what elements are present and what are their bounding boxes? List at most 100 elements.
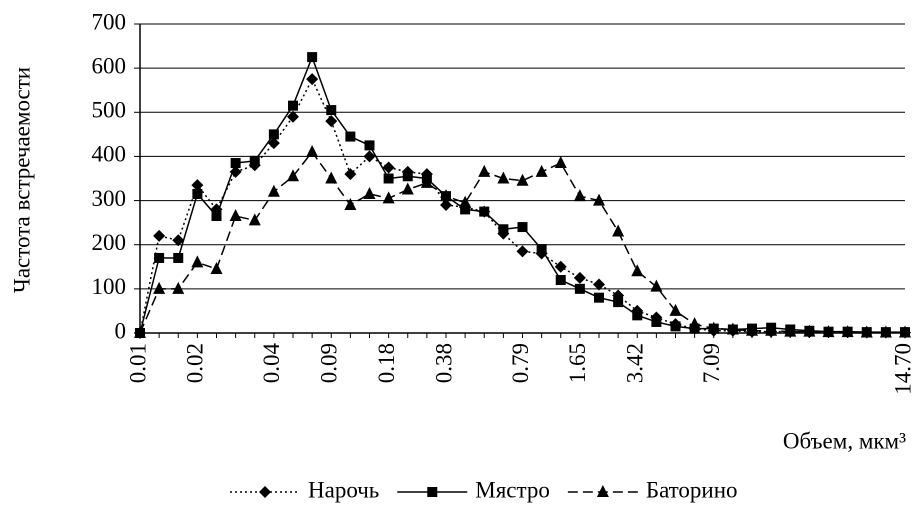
y-tick-label: 100 xyxy=(92,274,127,299)
marker xyxy=(879,325,892,338)
marker xyxy=(460,204,471,215)
y-tick-label: 700 xyxy=(92,9,127,34)
marker xyxy=(287,169,299,182)
marker xyxy=(134,326,146,338)
marker xyxy=(670,321,681,332)
marker xyxy=(574,283,585,294)
marker xyxy=(632,310,643,321)
marker xyxy=(268,129,279,140)
marker xyxy=(382,161,395,174)
x-tick-label: 0.79 xyxy=(508,343,533,383)
marker xyxy=(497,171,510,184)
marker xyxy=(229,165,242,178)
x-tick-label: 3.42 xyxy=(623,343,648,383)
marker xyxy=(230,158,241,169)
marker xyxy=(306,145,319,158)
marker xyxy=(210,261,223,274)
marker xyxy=(267,137,280,150)
marker xyxy=(631,264,644,277)
marker xyxy=(440,198,452,211)
marker xyxy=(363,150,376,163)
y-tick-label: 600 xyxy=(92,53,127,78)
series-line xyxy=(139,150,905,334)
marker xyxy=(192,188,203,199)
marker xyxy=(420,175,433,188)
x-tick-label: 0.04 xyxy=(259,343,284,384)
marker xyxy=(841,325,854,338)
legend-label: Мястро xyxy=(475,477,550,502)
marker xyxy=(479,206,490,217)
marker xyxy=(249,155,260,166)
marker xyxy=(596,485,609,497)
marker xyxy=(173,252,184,263)
series-line xyxy=(139,77,905,334)
marker xyxy=(153,281,166,294)
marker xyxy=(554,260,567,273)
marker xyxy=(364,140,375,151)
marker xyxy=(594,292,604,303)
marker xyxy=(613,297,624,308)
marker xyxy=(307,52,318,63)
marker xyxy=(593,278,605,291)
marker xyxy=(172,234,185,247)
marker xyxy=(746,323,758,336)
marker xyxy=(516,173,529,186)
marker xyxy=(765,323,778,336)
marker xyxy=(288,100,298,111)
x-tick-label: 0.01 xyxy=(125,343,150,383)
marker xyxy=(363,186,376,199)
x-tick-label: 7.09 xyxy=(699,343,724,383)
x-tick-label: 1.65 xyxy=(565,343,590,383)
marker xyxy=(191,179,204,192)
marker xyxy=(153,229,166,242)
marker xyxy=(555,275,566,286)
marker xyxy=(707,321,720,334)
marker xyxy=(154,252,165,263)
marker xyxy=(306,73,319,86)
marker xyxy=(344,168,357,181)
series-line xyxy=(139,54,905,334)
marker xyxy=(669,303,682,316)
marker xyxy=(326,105,337,116)
legend-label: Баторино xyxy=(646,477,738,502)
marker xyxy=(498,224,509,235)
marker xyxy=(427,487,438,497)
marker xyxy=(784,324,797,337)
marker xyxy=(651,316,662,327)
marker xyxy=(573,189,586,202)
marker xyxy=(593,193,605,206)
y-tick-label: 500 xyxy=(92,98,127,123)
marker xyxy=(267,184,280,197)
marker xyxy=(172,281,185,294)
marker xyxy=(287,110,299,123)
marker xyxy=(191,255,204,268)
marker xyxy=(536,244,547,255)
marker xyxy=(803,324,816,337)
marker xyxy=(517,222,528,233)
x-tick-label: 0.38 xyxy=(431,343,456,383)
marker xyxy=(211,211,222,222)
marker xyxy=(573,271,586,284)
marker xyxy=(401,182,414,195)
marker xyxy=(554,156,567,169)
marker xyxy=(478,164,491,177)
marker xyxy=(325,171,338,184)
marker xyxy=(382,191,395,204)
y-axis-label: Частота встречаемости xyxy=(9,67,34,293)
marker xyxy=(650,279,663,292)
marker xyxy=(229,209,242,222)
x-tick-label: 14.70 xyxy=(890,343,913,395)
y-tick-label: 400 xyxy=(92,142,127,167)
marker xyxy=(325,115,338,128)
marker xyxy=(383,173,394,184)
marker xyxy=(822,325,835,338)
marker xyxy=(459,195,472,208)
marker xyxy=(899,325,911,338)
marker xyxy=(344,197,357,210)
marker xyxy=(402,171,413,182)
x-tick-label: 0.09 xyxy=(317,343,342,383)
marker xyxy=(688,317,701,330)
marker xyxy=(535,164,548,177)
x-tick-label: 0.18 xyxy=(374,343,399,383)
